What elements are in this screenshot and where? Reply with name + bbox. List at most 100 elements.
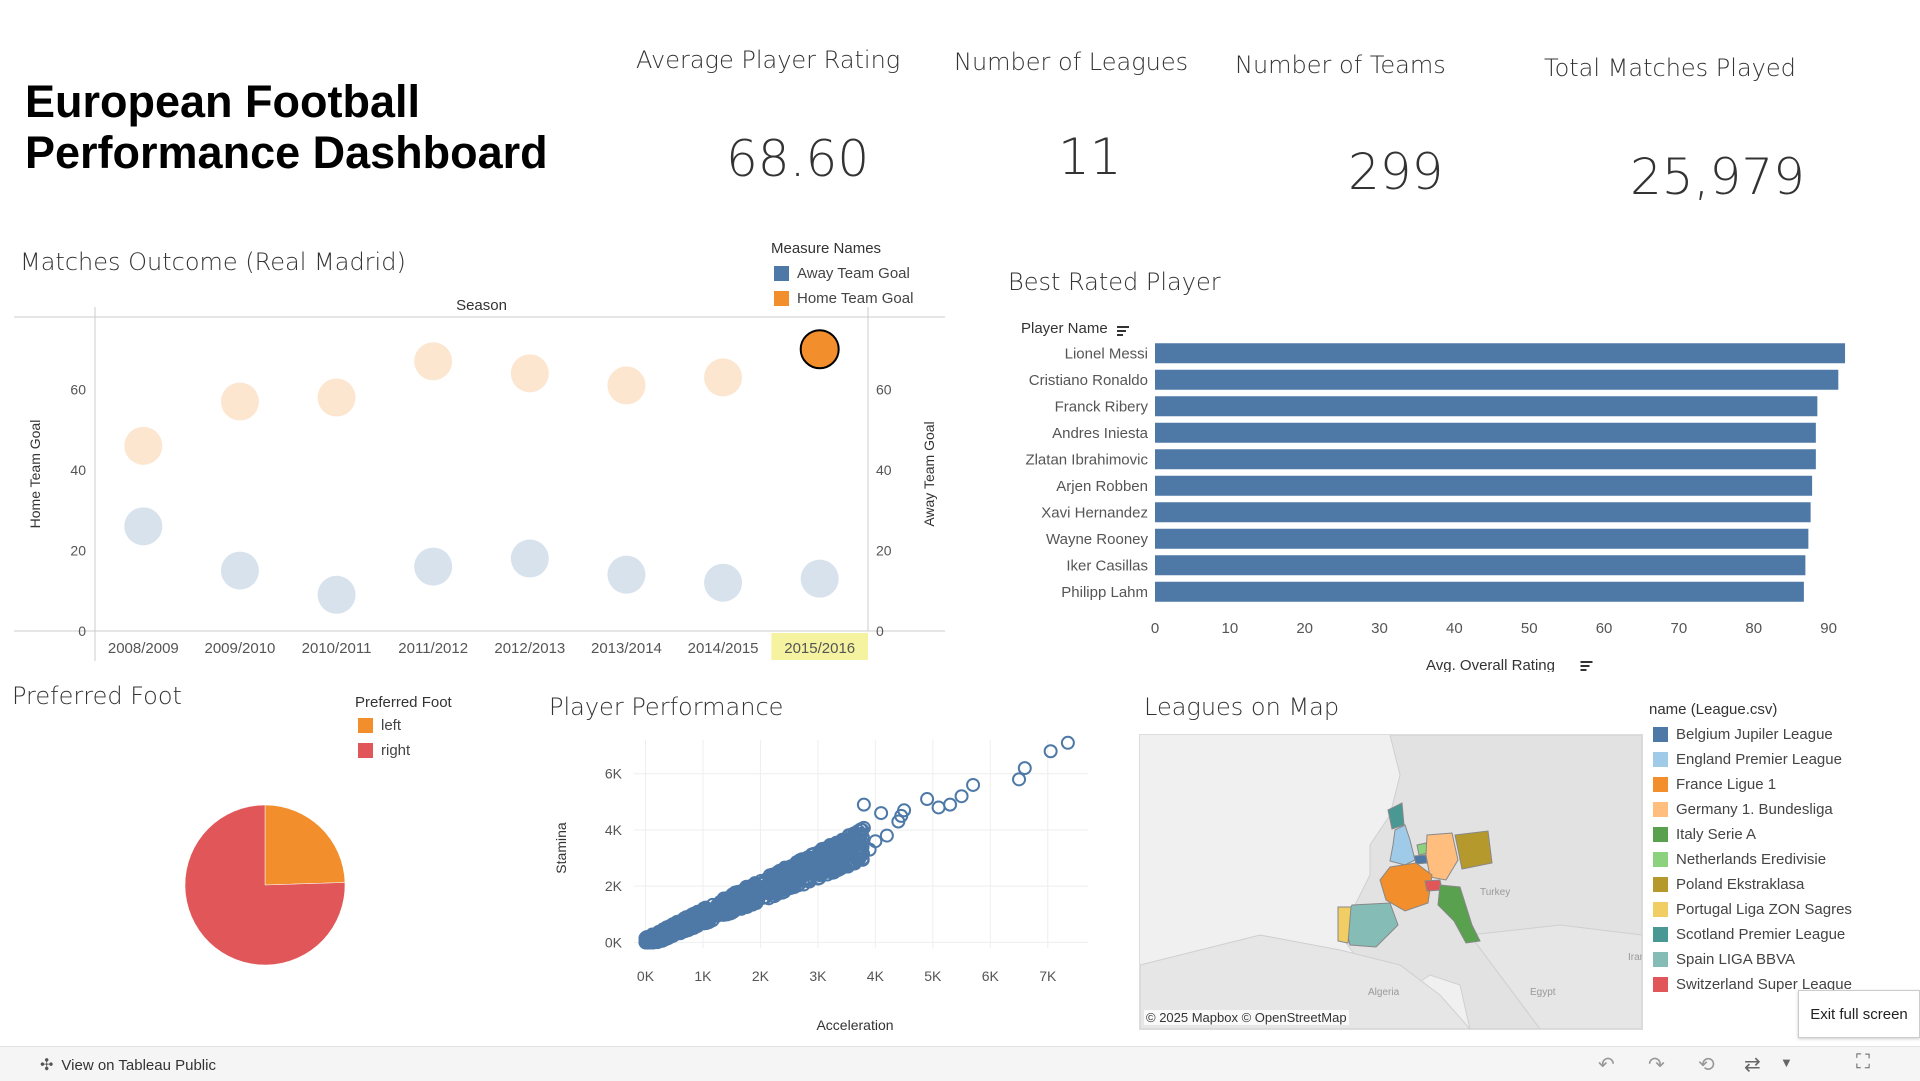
player-point[interactable]	[734, 886, 749, 901]
player-point[interactable]	[710, 900, 725, 915]
player-point[interactable]	[685, 913, 700, 928]
player-point[interactable]	[920, 792, 935, 807]
player-point[interactable]	[781, 879, 796, 894]
sort-icon[interactable]	[1117, 326, 1129, 336]
player-point[interactable]	[794, 852, 809, 867]
rating-bar[interactable]	[1155, 449, 1816, 470]
season-tick-label[interactable]: 2014/2015	[688, 640, 759, 657]
pie-slice-left[interactable]	[264, 804, 346, 886]
player-point[interactable]	[966, 777, 981, 792]
rating-bar[interactable]	[1155, 422, 1816, 443]
player-name-label[interactable]: Zlatan Ibrahimovic	[1025, 451, 1148, 468]
legend-item-home-goal[interactable]: Home Team Goal	[774, 290, 913, 307]
player-point[interactable]	[879, 828, 894, 843]
player-point[interactable]	[822, 851, 837, 866]
pie-slice-right[interactable]	[184, 804, 346, 966]
player-point[interactable]	[721, 892, 736, 907]
preferred-foot-pie[interactable]	[170, 790, 360, 980]
player-point[interactable]	[800, 873, 815, 888]
undo-icon[interactable]: ↶	[1598, 1054, 1615, 1076]
map-legend-item[interactable]: England Premier League	[1653, 751, 1842, 768]
rating-bar[interactable]	[1155, 528, 1809, 549]
season-tick-label[interactable]: 2011/2012	[398, 640, 468, 657]
player-point[interactable]	[753, 880, 768, 895]
away-goal-point[interactable]	[124, 507, 163, 546]
home-goal-point[interactable]	[607, 366, 646, 405]
player-point[interactable]	[856, 797, 871, 812]
player-name-label[interactable]: Lionel Messi	[1065, 345, 1148, 362]
player-name-label[interactable]: Andres Iniesta	[1052, 425, 1149, 442]
player-name-label[interactable]: Xavi Hernandez	[1041, 504, 1148, 521]
map-legend-item[interactable]: Germany 1. Bundesliga	[1653, 801, 1833, 818]
player-point[interactable]	[931, 800, 946, 815]
player-name-label[interactable]: Franck Ribery	[1055, 398, 1149, 415]
player-point[interactable]	[897, 803, 912, 818]
player-point[interactable]	[829, 835, 844, 850]
player-point[interactable]	[1060, 735, 1075, 750]
refresh-icon[interactable]: ⇄	[1744, 1054, 1761, 1076]
player-point[interactable]	[736, 895, 751, 910]
rating-bar[interactable]	[1155, 581, 1804, 602]
rating-bar[interactable]	[1155, 343, 1846, 364]
player-point[interactable]	[659, 920, 674, 935]
season-tick-label[interactable]: 2015/2016	[784, 640, 855, 657]
player-point[interactable]	[686, 906, 701, 921]
legend-item-right[interactable]: right	[358, 742, 410, 759]
player-point[interactable]	[638, 934, 653, 949]
player-point[interactable]	[662, 926, 677, 941]
fullscreen-icon[interactable]: ⛶	[1856, 1051, 1870, 1073]
rating-bar[interactable]	[1155, 502, 1811, 523]
player-point[interactable]	[954, 789, 969, 804]
legend-item-away-goal[interactable]: Away Team Goal	[774, 265, 910, 282]
player-name-label[interactable]: Iker Casillas	[1066, 557, 1148, 574]
home-goal-point[interactable]	[317, 378, 356, 417]
player-name-label[interactable]: Cristiano Ronaldo	[1029, 372, 1148, 389]
map-legend-item[interactable]: France Ligue 1	[1653, 776, 1776, 793]
player-point[interactable]	[751, 890, 766, 905]
player-point[interactable]	[753, 873, 768, 888]
player-performance-chart[interactable]: 0K 2K 4K 6K 0K 1K 2K 3K 4K 5K 6K 7K Acceleration Stam…	[540, 730, 1100, 1030]
player-point[interactable]	[817, 862, 832, 877]
away-goal-point[interactable]	[510, 539, 549, 578]
legend-item-left[interactable]: left	[358, 717, 401, 734]
player-name-label[interactable]: Wayne Rooney	[1046, 531, 1148, 548]
away-goal-point[interactable]	[607, 555, 646, 594]
rating-bar[interactable]	[1155, 369, 1839, 390]
player-point[interactable]	[778, 861, 793, 876]
away-goal-point[interactable]	[414, 547, 453, 586]
rating-bar[interactable]	[1155, 555, 1806, 576]
away-goal-point[interactable]	[317, 575, 356, 614]
player-point[interactable]	[771, 879, 786, 894]
map-attribution[interactable]: © 2025 Mapbox © OpenStreetMap	[1144, 1010, 1349, 1025]
player-point[interactable]	[825, 864, 840, 879]
player-point[interactable]	[810, 865, 825, 880]
player-point[interactable]	[1012, 772, 1027, 787]
player-point[interactable]	[1043, 744, 1058, 759]
sort-icon[interactable]	[1580, 661, 1593, 671]
map-legend-item[interactable]: Belgium Jupiler League	[1653, 726, 1833, 743]
player-point[interactable]	[845, 848, 860, 863]
map-legend-item[interactable]: Italy Serie A	[1653, 826, 1756, 843]
home-goal-point[interactable]	[220, 382, 259, 421]
map-legend-item[interactable]: Netherlands Eredivisie	[1653, 851, 1826, 868]
home-goal-point[interactable]	[510, 354, 549, 393]
player-point[interactable]	[674, 920, 689, 935]
away-goal-point[interactable]	[220, 551, 259, 590]
player-point[interactable]	[874, 806, 889, 821]
exit-full-screen-button[interactable]: Exit full screen	[1798, 990, 1920, 1038]
season-tick-label[interactable]: 2008/2009	[108, 640, 179, 657]
player-point[interactable]	[943, 797, 958, 812]
player-name-label[interactable]: Arjen Robben	[1056, 478, 1148, 495]
season-tick-label[interactable]: 2013/2014	[591, 640, 662, 657]
season-tick-label[interactable]: 2012/2013	[494, 640, 565, 657]
leagues-map[interactable]: Turkey Algeria Egypt Iran © 2025 Mapbox …	[1139, 734, 1643, 1030]
map-legend-item[interactable]: Portugal Liga ZON Sagres	[1653, 901, 1852, 918]
season-tick-label[interactable]: 2010/2011	[302, 640, 372, 657]
season-tick-label[interactable]: 2009/2010	[204, 640, 275, 657]
player-point[interactable]	[719, 901, 734, 916]
matches-outcome-chart[interactable]: Season 0 0 20 20 40 40 60 60 Home Team Goal Away T…	[0, 290, 960, 675]
player-point[interactable]	[1017, 761, 1032, 776]
player-point[interactable]	[793, 862, 808, 877]
home-goal-point[interactable]	[414, 342, 453, 381]
map-legend-item[interactable]: Scotland Premier League	[1653, 926, 1845, 943]
